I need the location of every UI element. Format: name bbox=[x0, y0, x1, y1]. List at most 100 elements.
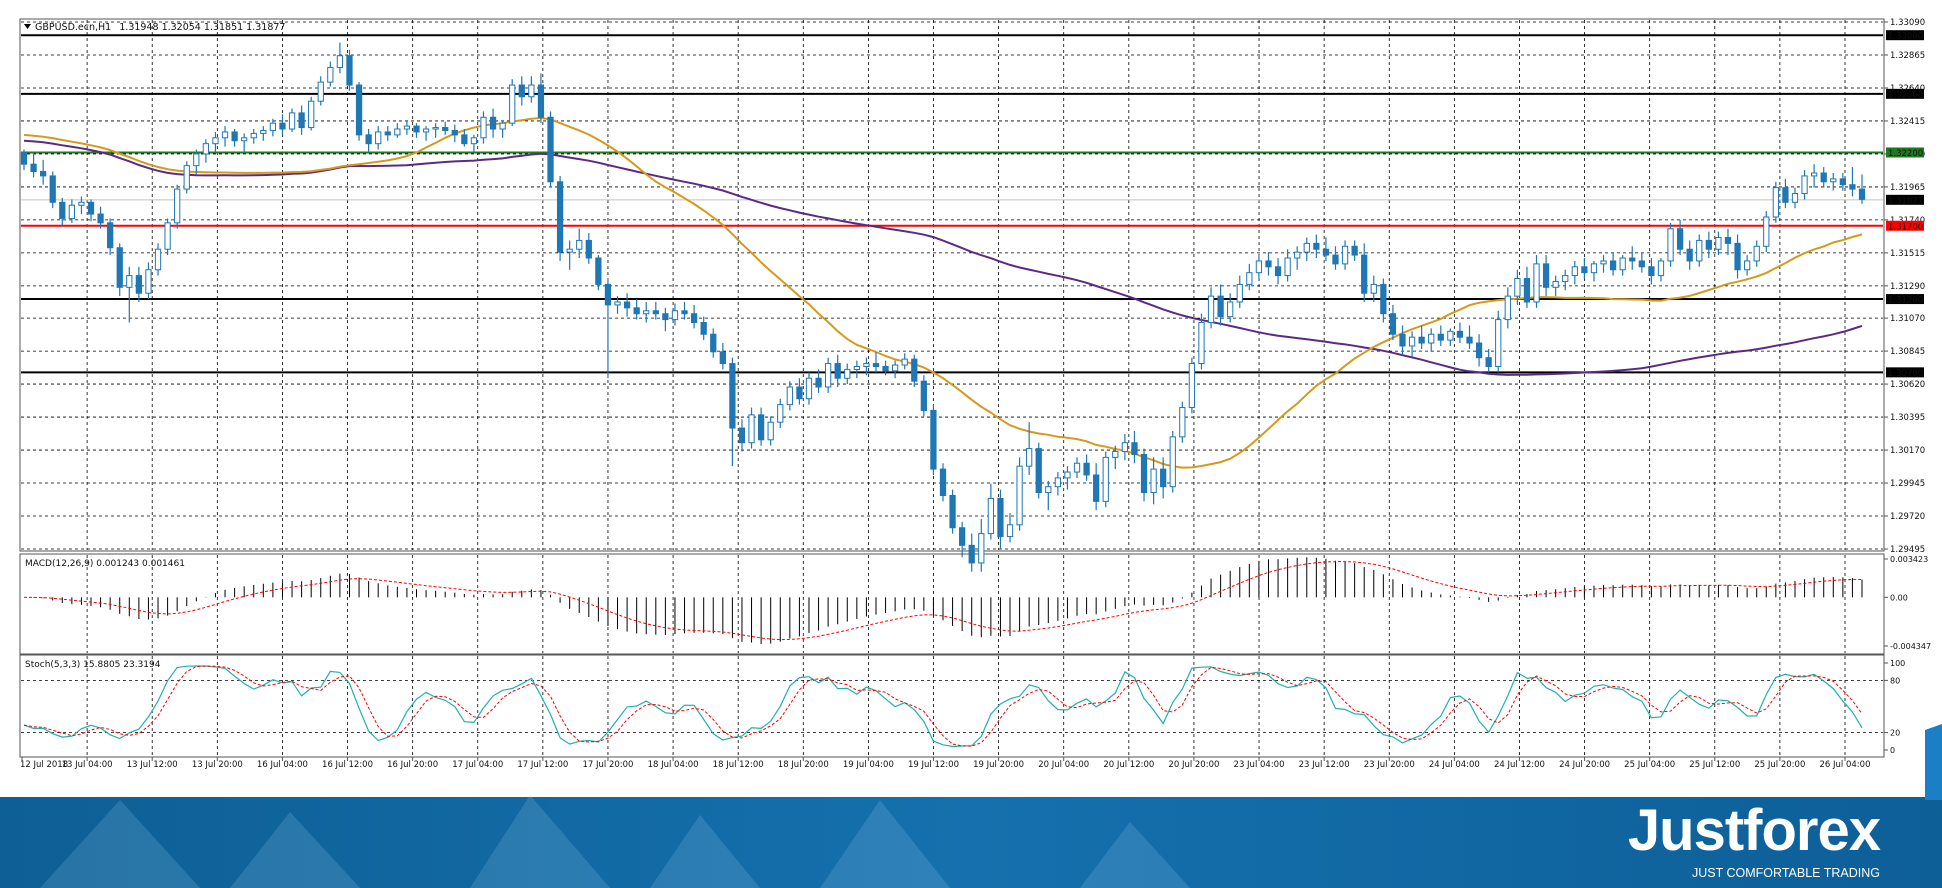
price-scale-label: 1.31965 bbox=[1890, 183, 1925, 193]
candle-body bbox=[556, 181, 564, 253]
candle-body bbox=[164, 222, 171, 250]
candle bbox=[1581, 258, 1588, 279]
chart-title: GBPUSD.ecn,H1 1.31948 1.32054 1.31851 1.… bbox=[35, 22, 285, 33]
price-scale-label: 1.33090 bbox=[1890, 18, 1925, 28]
candle bbox=[1198, 313, 1205, 370]
candle-body bbox=[451, 129, 458, 136]
candle-body bbox=[1361, 254, 1368, 294]
candle-body bbox=[1246, 272, 1253, 285]
candle bbox=[1284, 249, 1291, 282]
level-price-tag bbox=[1886, 30, 1924, 41]
candle-body bbox=[317, 81, 324, 102]
candle-body bbox=[1284, 257, 1291, 277]
candle bbox=[442, 121, 449, 135]
candle-body bbox=[1858, 188, 1866, 200]
candle-body bbox=[135, 275, 143, 294]
x-tick-label: 20 Jul 12:00 bbox=[1103, 760, 1154, 770]
candle bbox=[1590, 260, 1598, 282]
candle bbox=[1830, 172, 1837, 191]
candle-body bbox=[1849, 184, 1856, 190]
candle-body bbox=[1542, 263, 1550, 288]
candle-body bbox=[1676, 228, 1684, 250]
candle bbox=[59, 197, 66, 226]
candle bbox=[1600, 255, 1607, 273]
candle bbox=[1026, 422, 1033, 475]
stoch-panel[interactable] bbox=[19, 654, 1885, 758]
candle-body bbox=[643, 310, 650, 315]
candle bbox=[1705, 231, 1712, 259]
candle-body bbox=[528, 84, 535, 98]
candle bbox=[576, 228, 583, 259]
candle-body bbox=[78, 201, 85, 206]
candle-body bbox=[949, 494, 956, 529]
candle-body bbox=[260, 129, 267, 134]
x-tick-label: 19 Jul 20:00 bbox=[973, 760, 1024, 770]
candle bbox=[241, 133, 248, 153]
candle-body bbox=[49, 175, 56, 203]
candle bbox=[346, 49, 353, 91]
candle bbox=[193, 149, 200, 175]
candle bbox=[1140, 448, 1148, 502]
candle bbox=[1303, 237, 1310, 261]
candle-body bbox=[1332, 254, 1339, 265]
candle-body bbox=[920, 380, 927, 411]
candle bbox=[1667, 222, 1674, 267]
candle bbox=[623, 293, 631, 317]
candle bbox=[1083, 454, 1090, 481]
candle-body bbox=[461, 134, 468, 145]
candle-body bbox=[30, 163, 37, 173]
candle-body bbox=[1370, 283, 1377, 294]
candle bbox=[690, 304, 698, 329]
candle-body bbox=[413, 125, 420, 133]
current-price-label: 1.31877 bbox=[1888, 196, 1923, 206]
candle-body bbox=[509, 84, 516, 124]
macd-panel[interactable] bbox=[19, 553, 1885, 655]
candle bbox=[355, 82, 363, 141]
candle-body bbox=[1026, 448, 1033, 467]
candle-body bbox=[1102, 456, 1109, 502]
candle bbox=[729, 357, 736, 467]
candle bbox=[1724, 228, 1732, 256]
price-panel[interactable] bbox=[19, 18, 1885, 552]
candle bbox=[107, 218, 114, 256]
candle bbox=[375, 126, 382, 150]
candle-body bbox=[1121, 442, 1129, 453]
candle bbox=[939, 463, 947, 502]
candle-body bbox=[183, 165, 190, 190]
candle-body bbox=[1638, 260, 1645, 268]
level-price-tag bbox=[1886, 294, 1924, 305]
candle-body bbox=[145, 269, 152, 294]
candle-body bbox=[968, 544, 975, 564]
candle-body bbox=[1801, 175, 1808, 195]
candle bbox=[489, 108, 497, 138]
candle-body bbox=[1207, 295, 1215, 324]
level-price-tag bbox=[1886, 147, 1924, 158]
price-scale-label: 1.30395 bbox=[1890, 413, 1925, 423]
candle-body bbox=[1820, 172, 1827, 183]
candle-body bbox=[1743, 260, 1751, 271]
candle bbox=[604, 278, 612, 379]
candle-body bbox=[748, 414, 755, 444]
candle-body bbox=[805, 377, 813, 400]
candle bbox=[145, 262, 152, 300]
candle-body bbox=[212, 137, 219, 145]
level-price-label: 1.31700 bbox=[1888, 222, 1923, 232]
candle bbox=[528, 76, 535, 103]
candle bbox=[978, 518, 985, 572]
candle-body bbox=[489, 116, 497, 130]
price-scale-label: 1.31515 bbox=[1890, 249, 1925, 259]
candle-body bbox=[1322, 248, 1330, 256]
candle bbox=[987, 483, 994, 540]
candle-body bbox=[824, 363, 832, 388]
chart-menu-icon[interactable] bbox=[24, 24, 31, 29]
candle-body bbox=[1188, 363, 1196, 409]
candle-body bbox=[978, 533, 985, 564]
candle bbox=[1322, 237, 1330, 261]
candle-body bbox=[1514, 278, 1521, 297]
candle-body bbox=[1341, 245, 1349, 265]
candle-body bbox=[1064, 471, 1071, 479]
candle-body bbox=[288, 112, 296, 130]
candle bbox=[308, 96, 315, 131]
candle-body bbox=[1686, 248, 1693, 262]
candle-body bbox=[576, 239, 583, 250]
